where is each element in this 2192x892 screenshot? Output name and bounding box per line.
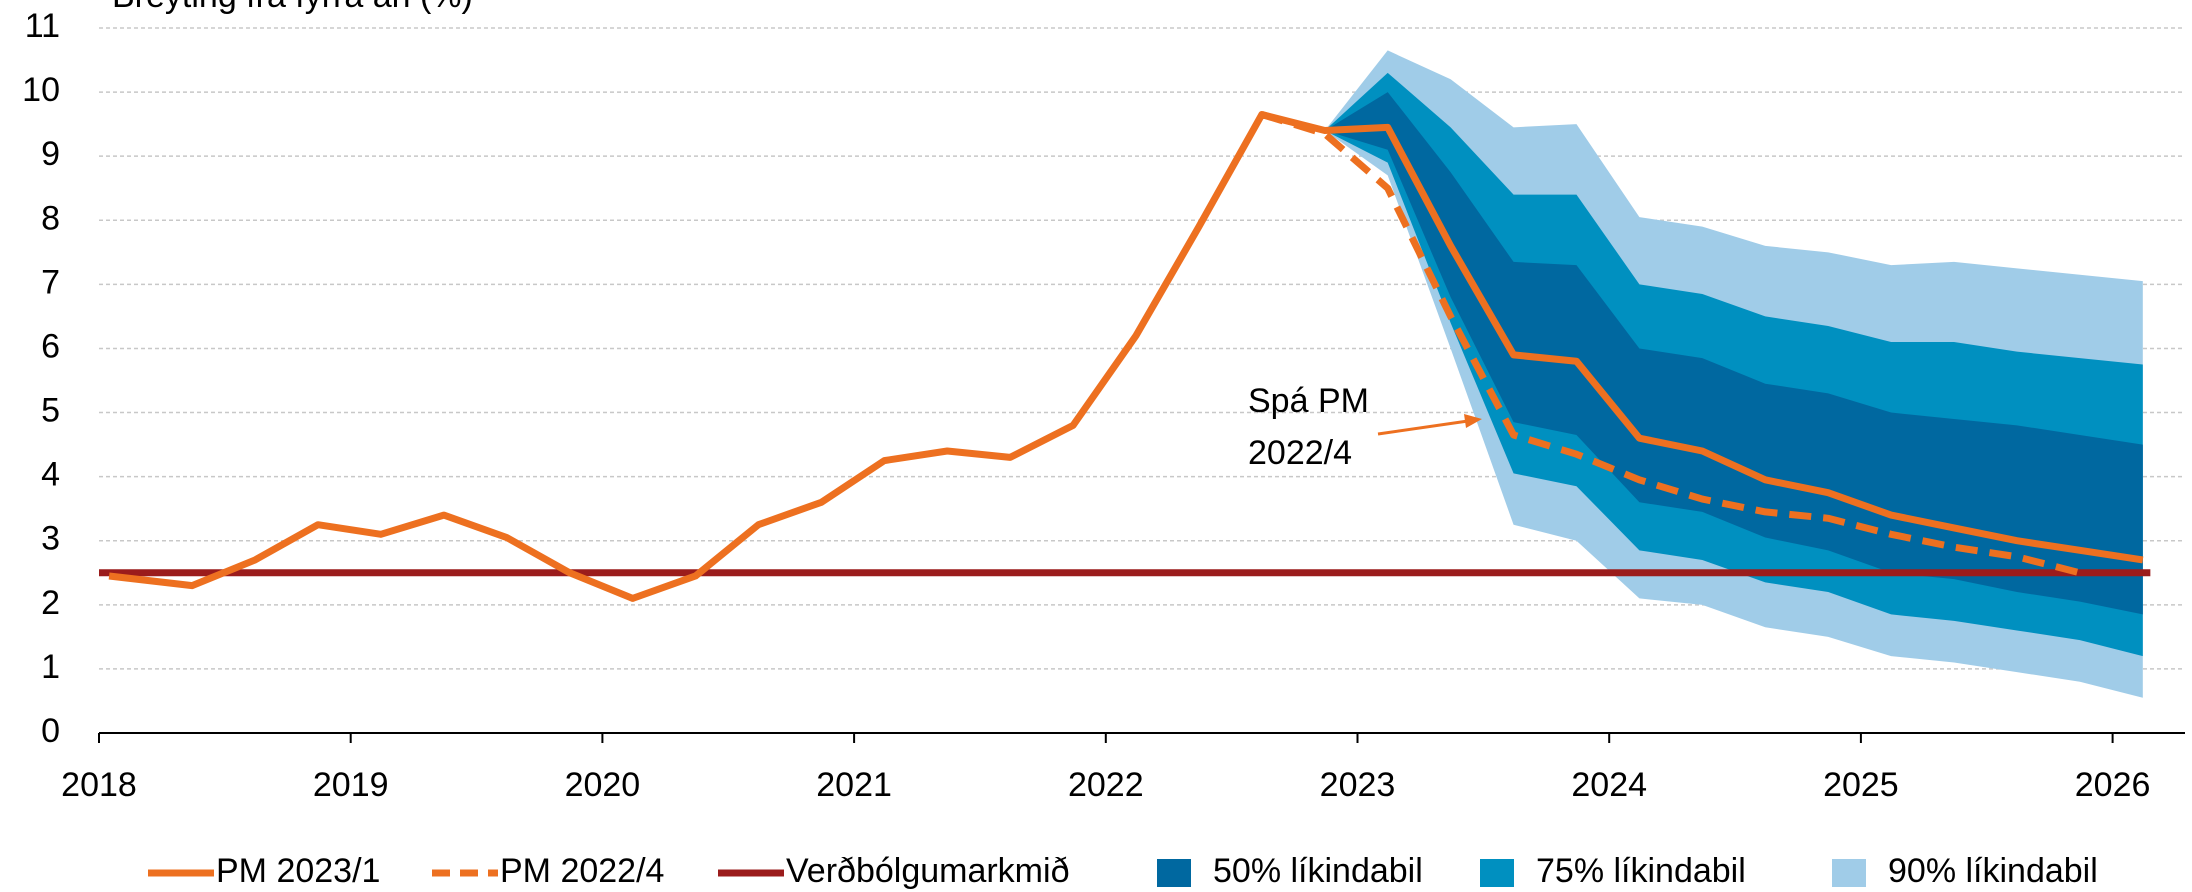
x-tick-label: 2024 <box>1571 766 1647 804</box>
y-tick-label: 2 <box>41 584 60 622</box>
y-tick-label: 10 <box>22 71 60 109</box>
annotation-text: Spá PM <box>1248 382 1369 420</box>
y-tick-label: 1 <box>41 648 60 686</box>
line <box>108 111 2144 602</box>
y-tick-label: 9 <box>41 135 60 173</box>
x-tick-label: 2023 <box>1320 766 1396 804</box>
y-tick-label: 0 <box>41 712 60 750</box>
annotation-text: 2022/4 <box>1248 434 1352 472</box>
legend-swatch <box>1832 859 1866 887</box>
legend-label: 75% líkindabil <box>1536 852 1746 890</box>
band <box>1324 92 2143 615</box>
x-tick-label: 2025 <box>1823 766 1899 804</box>
legend-label: Verðbólgumarkmið <box>786 852 1069 890</box>
y-tick-label: 11 <box>25 7 60 45</box>
y-tick-label: 3 <box>41 520 60 558</box>
x-tick-label: 2021 <box>816 766 892 804</box>
y-tick-label: 7 <box>41 263 60 301</box>
y-tick-label: 6 <box>41 327 60 365</box>
x-tick-label: 2020 <box>565 766 641 804</box>
annotation-arrowhead <box>1464 414 1482 428</box>
x-tick-label: 2022 <box>1068 766 1144 804</box>
legend-label: 90% líkindabil <box>1888 852 2098 890</box>
x-tick-label: 2026 <box>2075 766 2151 804</box>
legend-swatch <box>1480 859 1514 887</box>
x-tick-label: 2019 <box>313 766 389 804</box>
y-tick-label: 4 <box>41 456 60 494</box>
legend-label: PM 2023/1 <box>216 852 380 890</box>
line <box>1260 111 2081 577</box>
x-tick-label: 2018 <box>61 766 137 804</box>
annotation-arrow <box>1377 419 1469 436</box>
legend-label: PM 2022/4 <box>500 852 664 890</box>
legend-swatch <box>1157 859 1191 887</box>
y-tick-label: 8 <box>41 199 60 237</box>
y-tick-label: 5 <box>41 392 60 430</box>
legend-label: 50% líkindabil <box>1213 852 1423 890</box>
y-axis-label: Breyting frá fyrra ári (%) <box>112 0 473 15</box>
